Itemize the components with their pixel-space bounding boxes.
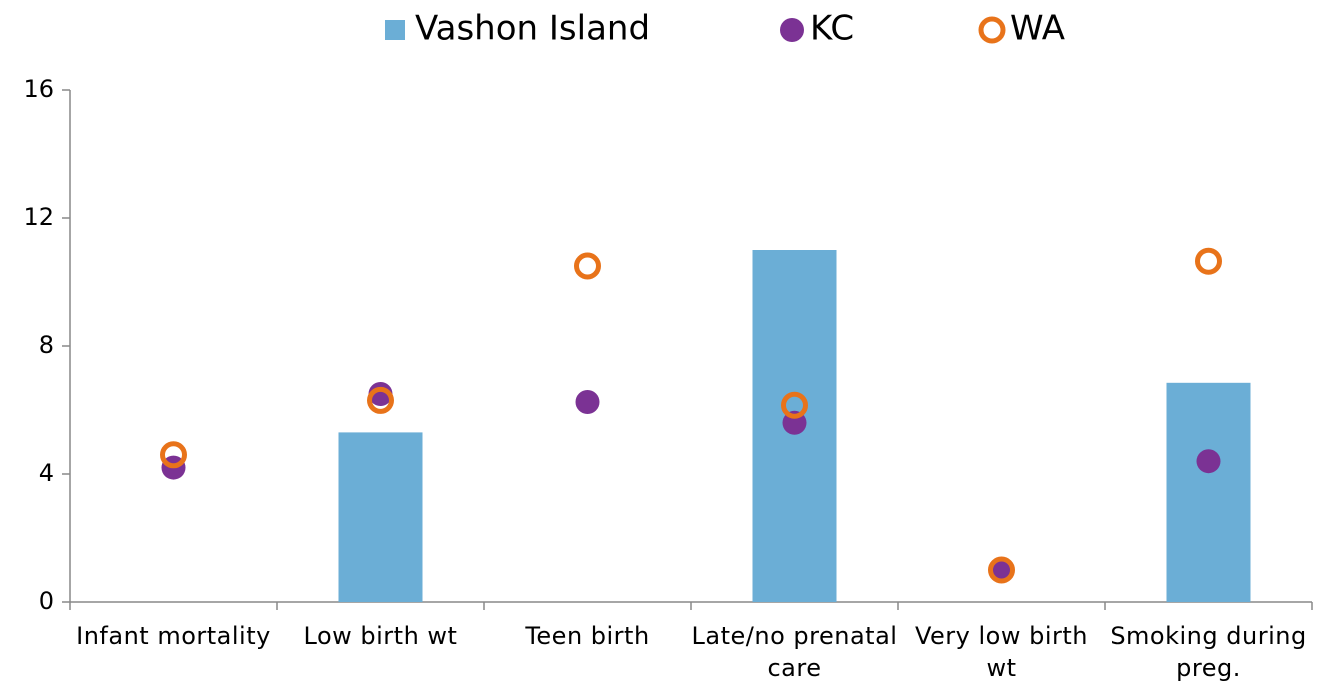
- x-tick-label: Low birth wt: [303, 622, 458, 650]
- wa-marker: [160, 441, 187, 469]
- wa-marker: [574, 252, 601, 280]
- legend-swatch: [780, 18, 804, 42]
- legend-label: KC: [810, 9, 854, 49]
- x-tick-label: Smoking during preg.: [1110, 622, 1307, 682]
- kc-marker: [1196, 449, 1221, 474]
- wa-marker: [988, 556, 1015, 584]
- bar: [338, 432, 423, 602]
- kc-marker: [575, 390, 600, 414]
- y-tick-label: 8: [39, 331, 54, 359]
- kc-marker: [368, 382, 393, 406]
- y-tick-label: 16: [23, 75, 54, 103]
- legend-label: WA: [1010, 9, 1065, 49]
- wa-marker: [781, 391, 808, 419]
- y-tick-label: 4: [39, 459, 54, 487]
- x-tick-label: Late/no prenatal care: [691, 622, 898, 682]
- y-tick-label: 0: [39, 587, 54, 615]
- legend-swatch: [978, 16, 1006, 44]
- wa-marker: [367, 386, 394, 414]
- x-tick-label: Very low birth wt: [914, 622, 1089, 682]
- legend-label: Vashon Island: [415, 9, 650, 49]
- x-tick-label: Infant mortality: [76, 622, 271, 650]
- y-tick-label: 12: [23, 203, 54, 231]
- x-tick-label: Teen birth: [525, 622, 650, 650]
- kc-marker: [989, 558, 1014, 582]
- wa-marker: [1195, 247, 1222, 275]
- bar: [1166, 382, 1251, 602]
- legend-swatch: [385, 20, 405, 40]
